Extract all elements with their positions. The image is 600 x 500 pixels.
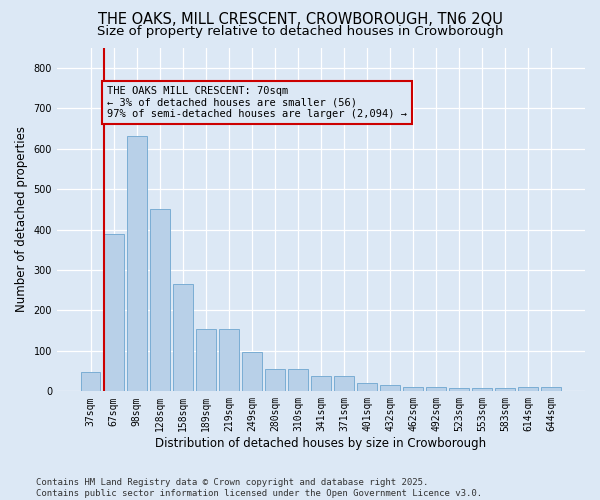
Y-axis label: Number of detached properties: Number of detached properties [15,126,28,312]
Bar [472,388,492,392]
Bar [173,284,193,392]
Bar [334,376,354,392]
Bar [311,376,331,392]
Bar [357,383,377,392]
Bar [426,388,446,392]
Bar [196,328,215,392]
Text: Contains HM Land Registry data © Crown copyright and database right 2025.
Contai: Contains HM Land Registry data © Crown c… [36,478,482,498]
Bar [81,372,100,392]
Bar [380,386,400,392]
Bar [104,234,124,392]
Bar [496,388,515,392]
Bar [265,369,284,392]
Text: THE OAKS MILL CRESCENT: 70sqm
← 3% of detached houses are smaller (56)
97% of se: THE OAKS MILL CRESCENT: 70sqm ← 3% of de… [107,86,407,119]
Bar [449,388,469,392]
Text: THE OAKS, MILL CRESCENT, CROWBOROUGH, TN6 2QU: THE OAKS, MILL CRESCENT, CROWBOROUGH, TN… [98,12,502,28]
X-axis label: Distribution of detached houses by size in Crowborough: Distribution of detached houses by size … [155,437,487,450]
Bar [219,328,239,392]
Bar [403,388,423,392]
Bar [242,352,262,392]
Bar [127,136,146,392]
Bar [150,210,170,392]
Bar [541,388,561,392]
Bar [518,388,538,392]
Bar [288,369,308,392]
Text: Size of property relative to detached houses in Crowborough: Size of property relative to detached ho… [97,25,503,38]
